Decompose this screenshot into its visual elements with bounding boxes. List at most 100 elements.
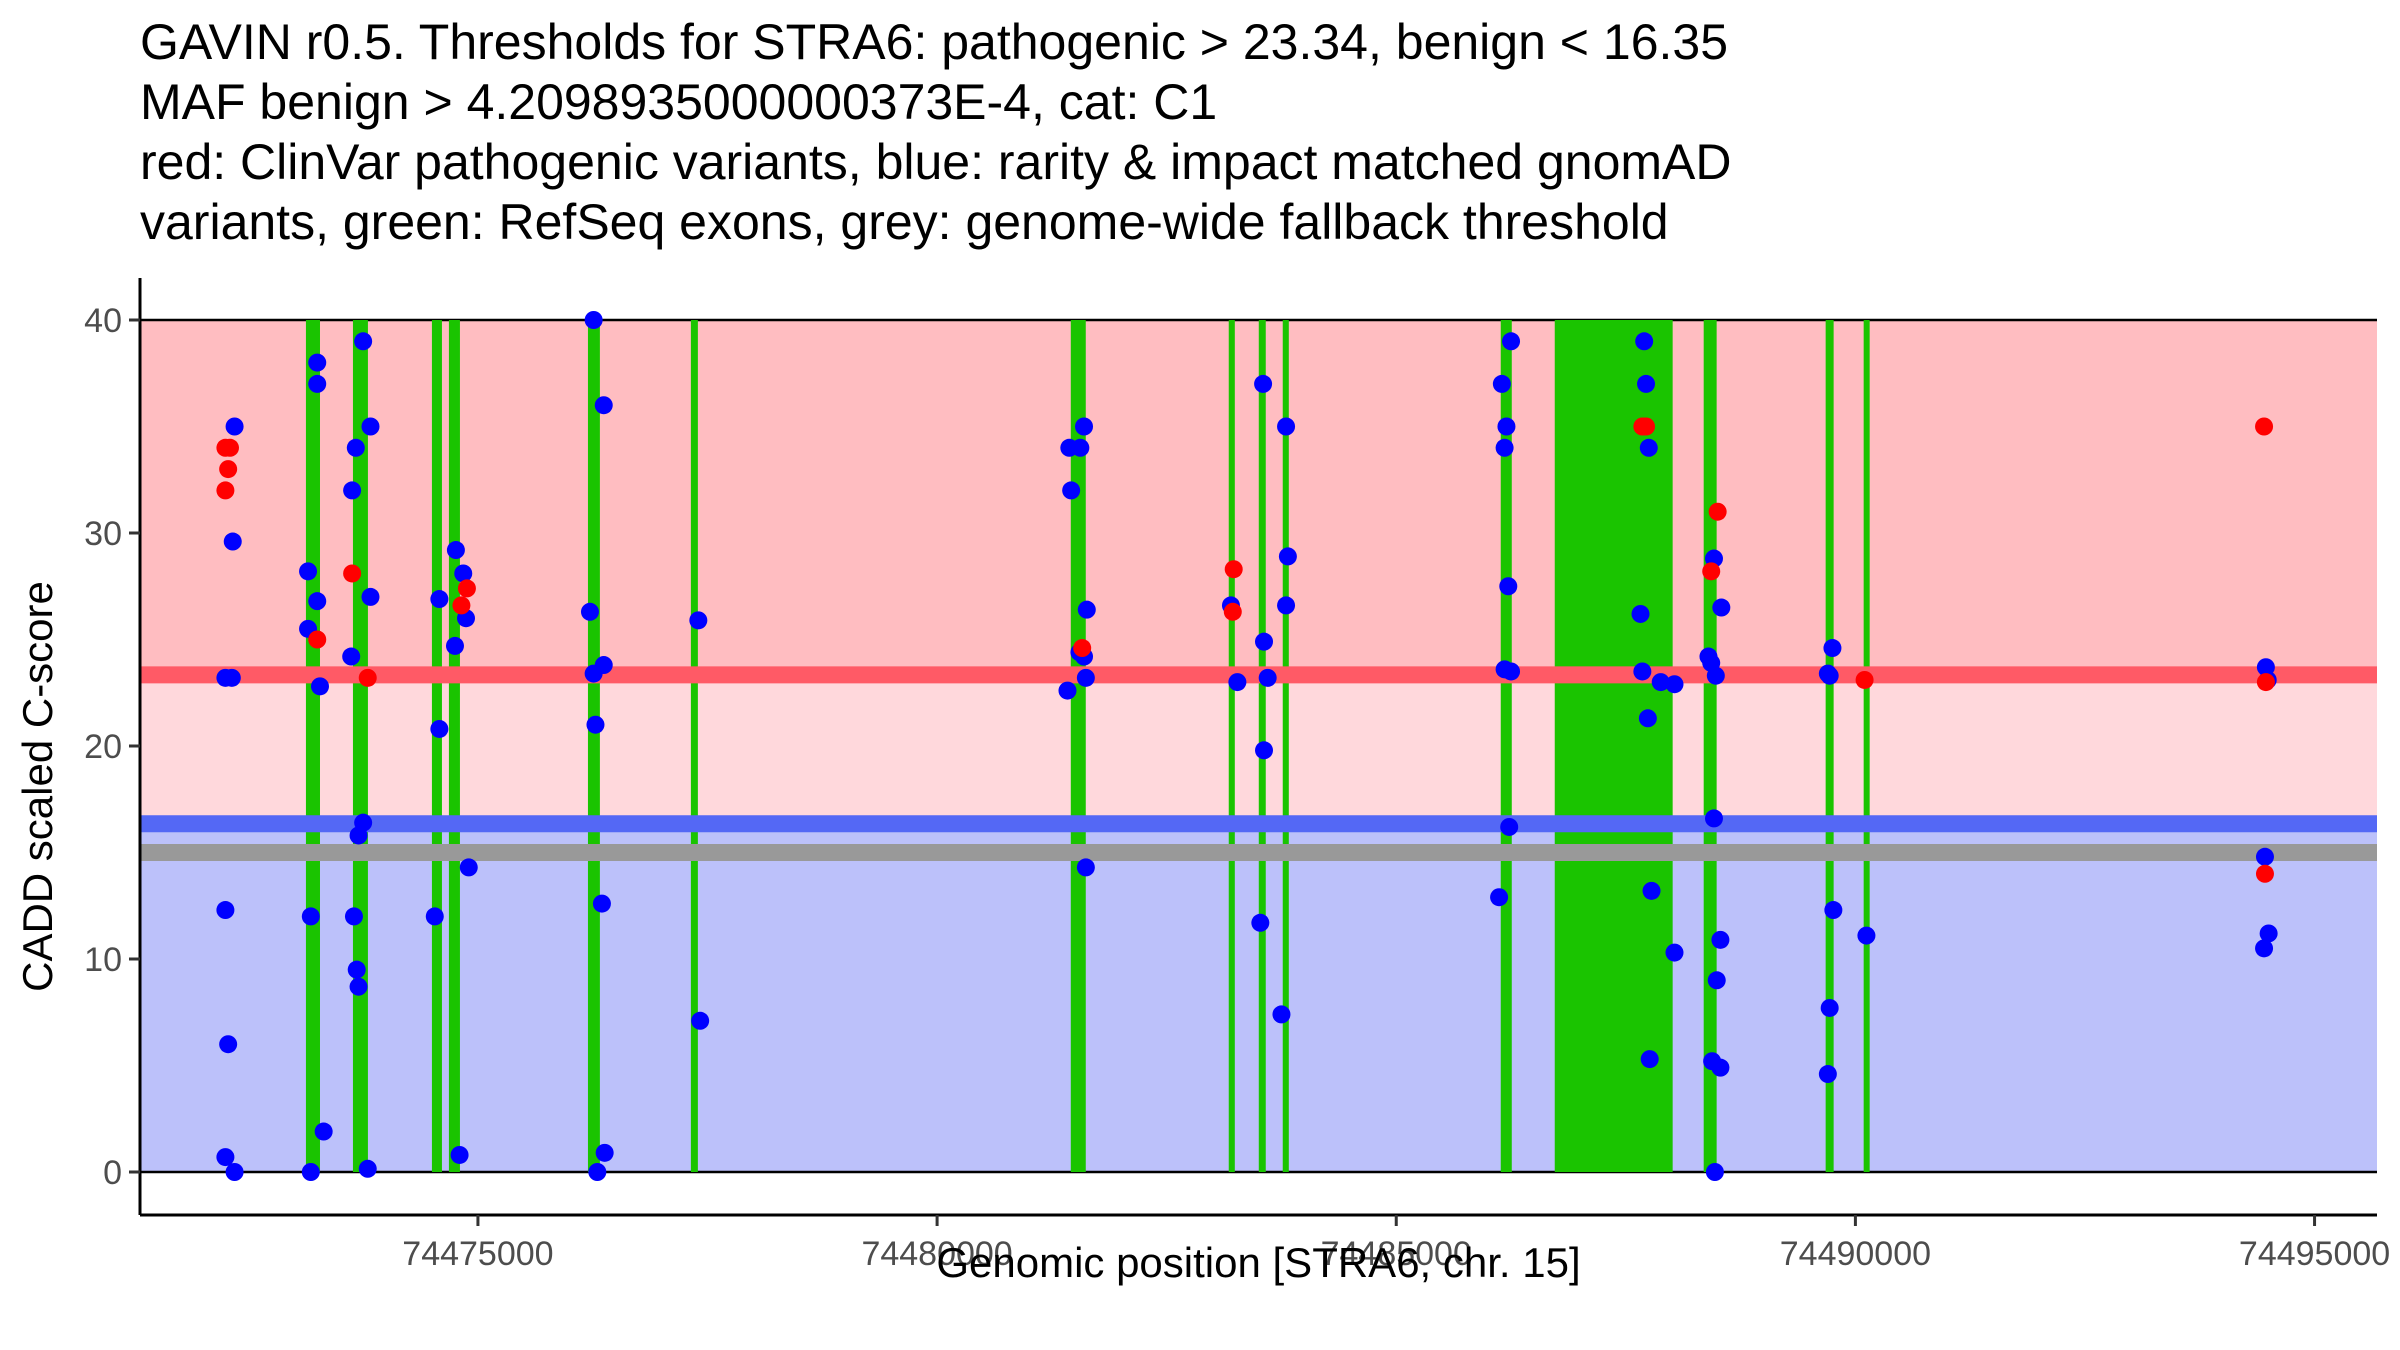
gnomad-point	[1075, 417, 1094, 436]
x-ticks: 74475000 74480000 74485000 74490000 74495000	[402, 1215, 2390, 1273]
clinvar-point	[1708, 502, 1727, 521]
gnomad-point	[1857, 926, 1876, 945]
gnomad-point	[310, 677, 329, 696]
gnomad-point	[450, 1145, 469, 1164]
y-tick-label: 0	[103, 1154, 122, 1192]
gnomad-point	[592, 894, 611, 913]
clinvar-point	[220, 438, 239, 457]
gnomad-point	[1076, 858, 1095, 877]
gnomad-point	[1637, 374, 1656, 393]
clinvar-point	[1855, 670, 1874, 689]
clinvar-point	[2255, 417, 2274, 436]
gnomad-point	[1062, 481, 1081, 500]
gnomad-point	[225, 1163, 244, 1181]
gnomad-point	[1278, 547, 1297, 566]
title-line-1: GAVIN r0.5. Thresholds for STRA6: pathog…	[140, 14, 1729, 70]
gnomad-point	[1228, 673, 1247, 692]
gnomad-point	[1254, 374, 1273, 393]
gnomad-point	[308, 374, 327, 393]
gnomad-point	[343, 481, 362, 500]
fallback-threshold-line	[140, 844, 2377, 861]
gnomad-point	[445, 636, 464, 655]
gnomad-point	[1711, 930, 1730, 949]
gnomad-point	[1060, 438, 1079, 457]
exon-bar	[448, 320, 460, 1172]
gnomad-point	[216, 901, 235, 920]
gnomad-point	[1633, 662, 1652, 681]
clinvar-point	[1073, 639, 1092, 658]
exon-bar	[587, 320, 600, 1172]
x-tick-label: 74495000	[2239, 1235, 2390, 1273]
title-line-2: MAF benign > 4.2098935000000373E-4, cat:…	[140, 74, 1218, 130]
gnomad-point	[2259, 924, 2278, 943]
gnomad-point	[1631, 604, 1650, 623]
exon-bar	[1863, 320, 1870, 1172]
gnomad-point	[219, 1035, 238, 1054]
clinvar-point	[1224, 560, 1243, 579]
x-tick-label: 74490000	[1780, 1235, 1931, 1273]
gnomad-point	[1823, 639, 1842, 658]
benign-region	[140, 823, 2377, 1172]
gnomad-point	[1076, 668, 1095, 687]
clinvar-point	[1637, 417, 1656, 436]
exon-bar	[1825, 320, 1834, 1172]
pathogenic-threshold-line	[140, 666, 2377, 684]
gnomad-point	[346, 438, 365, 457]
exon-bar	[1282, 320, 1289, 1172]
chart-title: GAVIN r0.5. Thresholds for STRA6: pathog…	[140, 12, 1731, 252]
gnomad-point	[301, 1163, 320, 1181]
gnomad-point	[1818, 1065, 1837, 1084]
clinvar-point	[2256, 673, 2275, 692]
gnomad-point	[1820, 666, 1839, 685]
clinvar-point	[452, 596, 471, 615]
gnomad-point	[1490, 888, 1509, 907]
gnomad-point	[1711, 1058, 1730, 1077]
gnomad-point	[689, 611, 708, 630]
gnomad-point	[1255, 632, 1274, 651]
gnomad-point	[1497, 417, 1516, 436]
gnomad-point	[1639, 438, 1658, 457]
gnomad-point	[586, 715, 605, 734]
pathogenic-region	[140, 320, 2377, 675]
gnomad-point	[361, 587, 380, 606]
gnomad-point	[595, 1143, 614, 1162]
gnomad-point	[1277, 417, 1296, 436]
gnomad-point	[1651, 673, 1670, 692]
y-ticks: 0 10 20 30 40	[84, 302, 140, 1192]
gnomad-point	[301, 907, 320, 926]
gnomad-point	[299, 562, 318, 581]
gnomad-point	[430, 719, 449, 738]
gnomad-point	[225, 417, 244, 436]
clinvar-point	[457, 579, 476, 598]
gnomad-point	[1500, 817, 1519, 836]
gnomad-point	[1640, 1050, 1659, 1069]
gnomad-point	[430, 590, 449, 609]
clinvar-point	[216, 481, 235, 500]
clinvar-point	[358, 668, 377, 687]
exon-bar	[431, 320, 442, 1172]
gnomad-point	[314, 1122, 333, 1141]
gnomad-point	[1704, 809, 1723, 828]
gnomad-point	[1665, 943, 1684, 962]
exon-bar	[1500, 320, 1512, 1172]
title-line-4: variants, green: RefSeq exons, grey: gen…	[140, 194, 1669, 250]
gnomad-point	[2255, 939, 2274, 958]
gnomad-point	[1642, 881, 1661, 900]
benign-threshold-line	[140, 815, 2377, 833]
exon-bar	[690, 320, 698, 1172]
gnomad-point	[358, 1159, 377, 1178]
exon-bar	[1703, 320, 1717, 1172]
gnomad-point	[1705, 1163, 1724, 1181]
clinvar-point	[219, 460, 238, 479]
gnomad-point	[222, 668, 241, 687]
gnomad-point	[1665, 675, 1684, 694]
gnomad-point	[342, 647, 361, 666]
gnomad-point	[594, 396, 613, 415]
exon-bar	[1228, 320, 1235, 1172]
gnomad-point	[446, 541, 465, 560]
gnomad-point	[1820, 998, 1839, 1017]
gnomad-point	[344, 907, 363, 926]
gnomad-point	[308, 353, 327, 372]
gnomad-point	[1635, 332, 1654, 351]
